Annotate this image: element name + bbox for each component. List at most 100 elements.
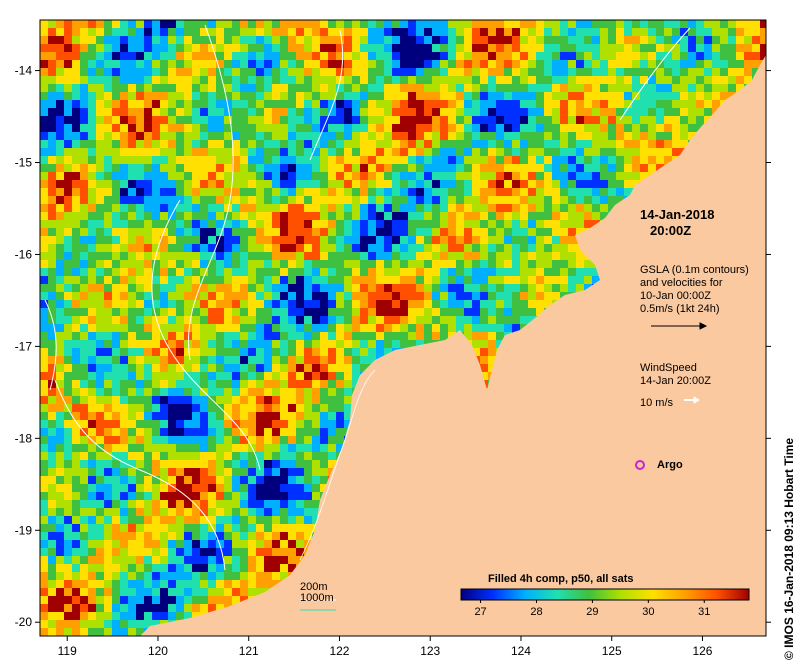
sst-cell	[368, 84, 376, 92]
sst-cell	[232, 20, 240, 28]
sst-cell	[384, 172, 392, 180]
sst-cell	[312, 212, 320, 220]
sst-cell	[328, 308, 336, 316]
sst-cell	[40, 196, 48, 204]
sst-cell	[528, 140, 536, 148]
sst-cell	[264, 268, 272, 276]
sst-cell	[600, 76, 608, 84]
sst-cell	[80, 268, 88, 276]
sst-cell	[496, 268, 504, 276]
sst-cell	[128, 60, 136, 68]
sst-cell	[648, 60, 656, 68]
sst-cell	[288, 380, 296, 388]
sst-cell	[344, 108, 352, 116]
sst-cell	[704, 28, 712, 36]
sst-cell	[320, 108, 328, 116]
sst-cell	[160, 28, 168, 36]
sst-cell	[664, 140, 672, 148]
sst-cell	[432, 180, 440, 188]
sst-cell	[200, 260, 208, 268]
sst-cell	[80, 84, 88, 92]
sst-cell	[432, 188, 440, 196]
sst-cell	[360, 76, 368, 84]
sst-cell	[160, 260, 168, 268]
sst-cell	[416, 276, 424, 284]
sst-cell	[216, 324, 224, 332]
sst-cell	[296, 132, 304, 140]
sst-cell	[568, 148, 576, 156]
sst-cell	[176, 212, 184, 220]
sst-cell	[232, 220, 240, 228]
sst-cell	[56, 236, 64, 244]
sst-cell	[40, 92, 48, 100]
sst-cell	[576, 132, 584, 140]
sst-cell	[576, 140, 584, 148]
sst-cell	[304, 196, 312, 204]
sst-cell	[424, 172, 432, 180]
sst-cell	[384, 108, 392, 116]
sst-cell	[152, 140, 160, 148]
sst-cell	[48, 244, 56, 252]
sst-cell	[128, 132, 136, 140]
sst-cell	[120, 388, 128, 396]
sst-cell	[208, 212, 216, 220]
sst-cell	[200, 300, 208, 308]
sst-cell	[112, 212, 120, 220]
sst-cell	[504, 140, 512, 148]
sst-cell	[128, 380, 136, 388]
sst-cell	[104, 132, 112, 140]
sst-cell	[376, 140, 384, 148]
sst-cell	[344, 156, 352, 164]
sst-cell	[416, 68, 424, 76]
sst-cell	[328, 124, 336, 132]
sst-cell	[520, 148, 528, 156]
sst-cell	[648, 132, 656, 140]
sst-cell	[272, 428, 280, 436]
sst-cell	[360, 220, 368, 228]
sst-cell	[424, 44, 432, 52]
sst-cell	[208, 420, 216, 428]
sst-cell	[88, 196, 96, 204]
sst-cell	[280, 180, 288, 188]
sst-cell	[504, 204, 512, 212]
sst-cell	[680, 60, 688, 68]
sst-cell	[384, 276, 392, 284]
sst-cell	[136, 108, 144, 116]
sst-cell	[208, 380, 216, 388]
sst-cell	[200, 68, 208, 76]
sst-cell	[488, 308, 496, 316]
sst-cell	[280, 340, 288, 348]
sst-cell	[144, 52, 152, 60]
sst-cell	[96, 356, 104, 364]
sst-cell	[288, 44, 296, 52]
sst-cell	[440, 116, 448, 124]
sst-cell	[384, 28, 392, 36]
sst-cell	[336, 364, 344, 372]
sst-cell	[240, 308, 248, 316]
sst-cell	[128, 116, 136, 124]
sst-cell	[328, 140, 336, 148]
sst-cell	[456, 132, 464, 140]
sst-cell	[184, 252, 192, 260]
sst-cell	[456, 84, 464, 92]
sst-cell	[560, 180, 568, 188]
sst-cell	[728, 52, 736, 60]
sst-cell	[136, 172, 144, 180]
sst-cell	[120, 420, 128, 428]
sst-cell	[64, 60, 72, 68]
sst-cell	[480, 140, 488, 148]
sst-cell	[664, 124, 672, 132]
sst-cell	[336, 156, 344, 164]
sst-cell	[296, 364, 304, 372]
sst-cell	[720, 60, 728, 68]
sst-cell	[368, 292, 376, 300]
sst-cell	[328, 244, 336, 252]
sst-cell	[488, 284, 496, 292]
sst-cell	[240, 364, 248, 372]
sst-cell	[200, 36, 208, 44]
sst-cell	[192, 228, 200, 236]
sst-cell	[344, 36, 352, 44]
sst-cell	[584, 92, 592, 100]
sst-cell	[624, 52, 632, 60]
sst-cell	[216, 276, 224, 284]
